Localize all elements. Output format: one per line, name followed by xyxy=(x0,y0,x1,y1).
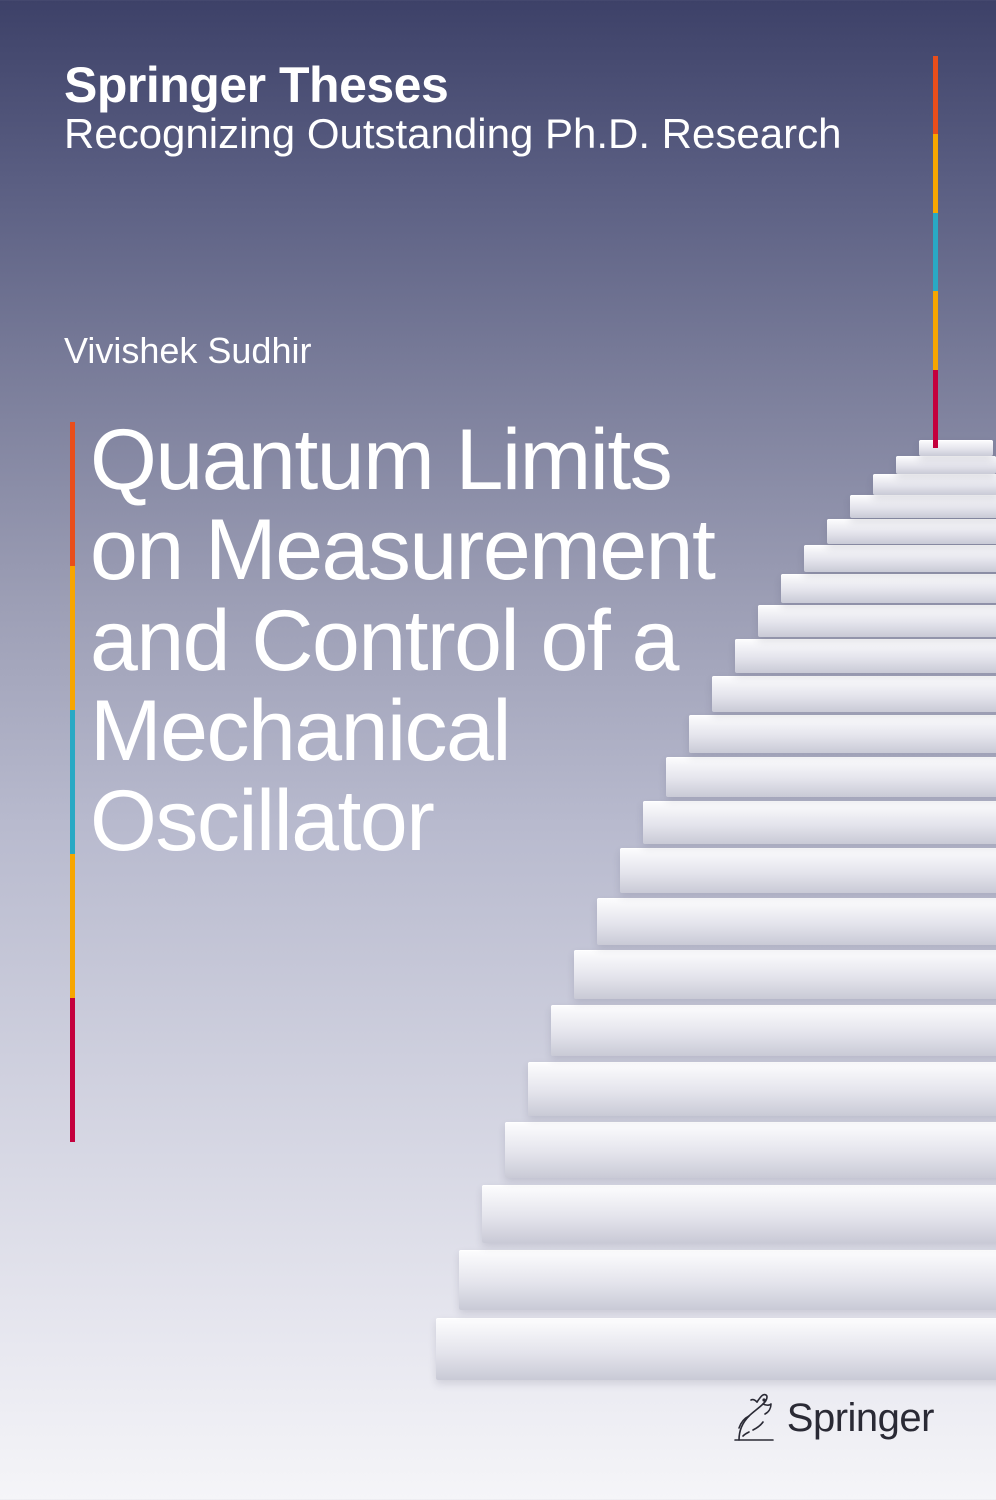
stair-step xyxy=(597,898,996,945)
stair-step xyxy=(436,1318,996,1380)
title-line: Oscillator xyxy=(90,776,714,866)
title-line: Mechanical xyxy=(90,686,714,776)
stair-step xyxy=(712,676,996,712)
stair-step xyxy=(666,757,996,797)
stair-step xyxy=(574,950,996,999)
publisher-name: Springer xyxy=(787,1396,934,1441)
accent-bar-left xyxy=(70,422,75,1142)
title-line: and Control of a xyxy=(90,596,714,686)
stair-step xyxy=(804,545,996,572)
stair-step xyxy=(827,519,996,544)
bar-segment xyxy=(933,56,938,134)
stair-step xyxy=(459,1250,996,1310)
author-name: Vivishek Sudhir xyxy=(64,330,311,372)
bar-segment xyxy=(70,854,75,998)
series-subtitle: Recognizing Outstanding Ph.D. Research xyxy=(64,110,841,158)
springer-horse-icon xyxy=(729,1392,777,1444)
stair-step xyxy=(689,715,996,753)
stair-step xyxy=(896,456,996,474)
title-line: on Measurement xyxy=(90,505,714,595)
stair-step xyxy=(735,639,996,672)
series-header: Springer Theses Recognizing Outstanding … xyxy=(64,56,841,158)
stair-step xyxy=(919,440,993,456)
stair-step xyxy=(850,495,996,517)
bar-segment xyxy=(933,370,938,448)
stair-step xyxy=(482,1185,996,1243)
title-line: Quantum Limits xyxy=(90,415,714,505)
stair-step xyxy=(505,1122,996,1177)
stair-step xyxy=(528,1062,996,1115)
publisher-logo: Springer xyxy=(729,1392,934,1444)
bar-segment xyxy=(70,710,75,854)
stair-step xyxy=(758,605,996,636)
book-title: Quantum Limitson Measurementand Control … xyxy=(90,415,714,866)
bar-segment xyxy=(70,566,75,710)
stair-step xyxy=(551,1005,996,1056)
series-title: Springer Theses xyxy=(64,56,841,114)
accent-bar-right xyxy=(933,56,938,448)
stair-step xyxy=(781,574,996,603)
bar-segment xyxy=(933,134,938,212)
bar-segment xyxy=(933,213,938,291)
stair-step xyxy=(873,474,996,494)
bar-segment xyxy=(70,998,75,1142)
bar-segment xyxy=(70,422,75,566)
bar-segment xyxy=(933,291,938,369)
